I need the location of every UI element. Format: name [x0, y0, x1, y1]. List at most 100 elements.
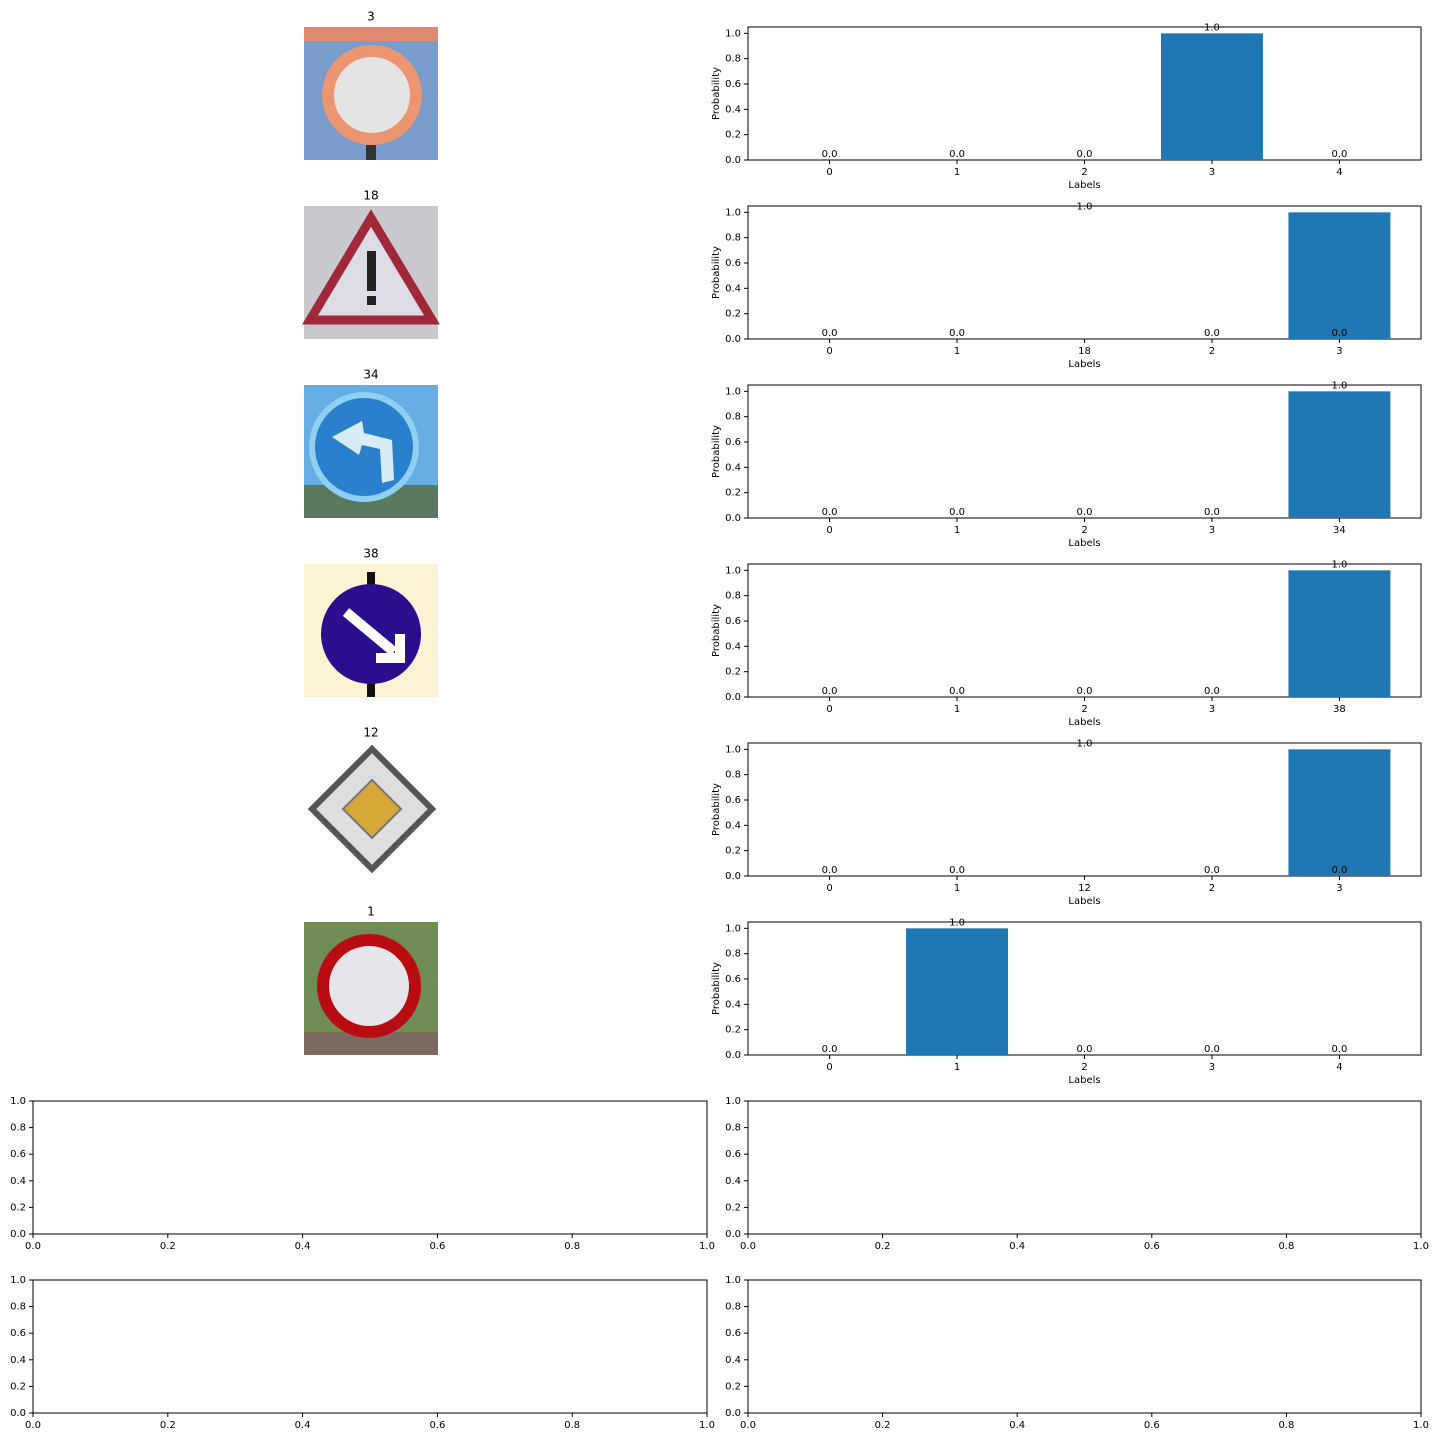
bar	[1160, 33, 1263, 161]
y-tick-label: 0.6	[725, 795, 741, 806]
x-tick-label: 1	[954, 346, 960, 357]
y-tick-label: 0.4	[725, 999, 741, 1010]
y-tick-label: 0.0	[10, 1408, 26, 1419]
x-axis-label: Labels	[1068, 717, 1100, 728]
x-tick-label: 38	[1333, 704, 1346, 715]
subplot: 0.0 0.2 0.4 0.6 0.8 1.0 0 1 2 3 38 0.0 0.0 0.0 0.0 1.0 L…	[711, 559, 1422, 728]
y-tick-label: 0.0	[725, 871, 741, 882]
subplot: 0.0 0.2 0.4 0.6 0.8 1.0 0.0 0.2 0.4 0.6 0.8 1.0	[725, 1096, 1429, 1252]
y-tick-label: 0.2	[725, 667, 741, 678]
x-tick-label: 4	[1336, 1062, 1342, 1073]
x-tick-label: 0.8	[564, 1420, 580, 1431]
x-tick-label: 0.2	[875, 1420, 891, 1431]
value-label: 0.0	[949, 686, 965, 697]
y-tick-label: 0.2	[725, 1381, 741, 1392]
x-tick-label: 0.4	[1009, 1241, 1025, 1252]
value-label: 0.0	[949, 328, 965, 339]
subplot: 0.0 0.2 0.4 0.6 0.8 1.0 0.0 0.2 0.4 0.6 0.8 1.0	[10, 1096, 715, 1252]
y-tick-label: 0.8	[10, 1123, 26, 1134]
y-axis-label: Probability	[711, 783, 722, 836]
x-tick-label: 0.6	[429, 1420, 445, 1431]
value-label: 0.0	[1077, 507, 1093, 518]
y-tick-label: 0.6	[725, 79, 741, 90]
y-tick-label: 0.4	[725, 104, 741, 115]
x-tick-label: 0.2	[160, 1241, 176, 1252]
value-label: 1.0	[1077, 201, 1093, 212]
y-axis-label: Probability	[711, 246, 722, 299]
value-label: 0.0	[1204, 686, 1220, 697]
y-tick-label: 0.8	[725, 54, 741, 65]
subplot: 0.0 0.2 0.4 0.6 0.8 1.0 0.0 0.2 0.4 0.6 0.8 1.0	[10, 1275, 715, 1431]
x-tick-label: 34	[1333, 525, 1346, 536]
y-axis-label: Probability	[711, 962, 722, 1015]
axes-frame	[747, 1279, 1422, 1414]
y-tick-label: 1.0	[725, 207, 741, 218]
bar	[1288, 391, 1391, 518]
x-tick-label: 3	[1336, 346, 1342, 357]
sign-dot	[367, 296, 376, 305]
x-tick-label: 2	[1209, 883, 1215, 894]
y-tick-label: 0.8	[10, 1302, 26, 1313]
value-label: 0.0	[1331, 865, 1347, 876]
y-tick-label: 0.0	[725, 1050, 741, 1061]
x-tick-label: 0.0	[740, 1420, 756, 1431]
sign-disc	[317, 934, 421, 1038]
x-tick-label: 0	[826, 167, 832, 178]
y-tick-label: 0.6	[725, 1149, 741, 1160]
y-tick-label: 0.2	[725, 488, 741, 499]
y-tick-label: 0.8	[725, 412, 741, 423]
bar	[906, 928, 1009, 1055]
x-tick-label: 1	[954, 167, 960, 178]
y-tick-label: 0.4	[725, 820, 741, 831]
subplot: 38	[304, 547, 438, 697]
sign-disc	[309, 392, 419, 502]
sign-strip	[304, 27, 438, 41]
y-tick-label: 1.0	[725, 1275, 741, 1286]
subplot: 0.0 0.2 0.4 0.6 0.8 1.0 0 1 2 3 34 0.0 0.0 0.0 0.0 1.0 L…	[711, 380, 1422, 549]
value-label: 1.0	[1077, 738, 1093, 749]
sign-disc	[322, 45, 422, 145]
x-tick-label: 18	[1078, 346, 1091, 357]
subplot: 18	[302, 189, 440, 339]
y-tick-label: 0.0	[725, 155, 741, 166]
y-tick-label: 0.8	[725, 1123, 741, 1134]
x-tick-label: 3	[1336, 883, 1342, 894]
x-axis-label: Labels	[1068, 180, 1100, 191]
value-label: 0.0	[1077, 1044, 1093, 1055]
y-tick-label: 0.8	[725, 1302, 741, 1313]
y-tick-label: 0.8	[725, 949, 741, 960]
x-tick-label: 3	[1209, 167, 1215, 178]
x-tick-label: 0.0	[25, 1241, 41, 1252]
x-tick-label: 1	[954, 883, 960, 894]
subplot: 0.0 0.2 0.4 0.6 0.8 1.0 0 1 2 3 4 0.0 1.0 0.0 0.0 0.0 La…	[711, 917, 1422, 1086]
value-label: 0.0	[1331, 149, 1347, 160]
subplot: 12	[307, 726, 437, 874]
y-tick-label: 0.6	[725, 974, 741, 985]
x-tick-label: 0.6	[1144, 1241, 1160, 1252]
axes-frame	[747, 921, 1422, 1056]
y-tick-label: 0.8	[725, 233, 741, 244]
y-tick-label: 0.4	[725, 1176, 741, 1187]
y-tick-label: 0.2	[725, 1202, 741, 1213]
axes-frame	[32, 1279, 708, 1414]
sign-mark	[367, 251, 376, 291]
x-tick-label: 0.4	[295, 1420, 311, 1431]
x-tick-label: 0	[826, 704, 832, 715]
value-label: 0.0	[822, 1044, 838, 1055]
x-tick-label: 1.0	[1413, 1420, 1429, 1431]
value-label: 0.0	[822, 507, 838, 518]
x-tick-label: 0.2	[875, 1241, 891, 1252]
x-tick-label: 2	[1081, 704, 1087, 715]
y-tick-label: 0.8	[725, 591, 741, 602]
value-label: 1.0	[1204, 22, 1220, 33]
x-tick-label: 2	[1081, 525, 1087, 536]
image-title: 1	[367, 905, 375, 919]
value-label: 1.0	[1331, 559, 1347, 570]
image-title: 12	[363, 726, 378, 740]
x-tick-label: 1	[954, 525, 960, 536]
subplot: 0.0 0.2 0.4 0.6 0.8 1.0 0 1 18 2 3 0.0 0.0 1.0 0.0 0.0 L…	[711, 201, 1422, 370]
x-axis-label: Labels	[1068, 896, 1100, 907]
y-tick-label: 1.0	[10, 1275, 26, 1286]
image-title: 3	[367, 10, 375, 24]
